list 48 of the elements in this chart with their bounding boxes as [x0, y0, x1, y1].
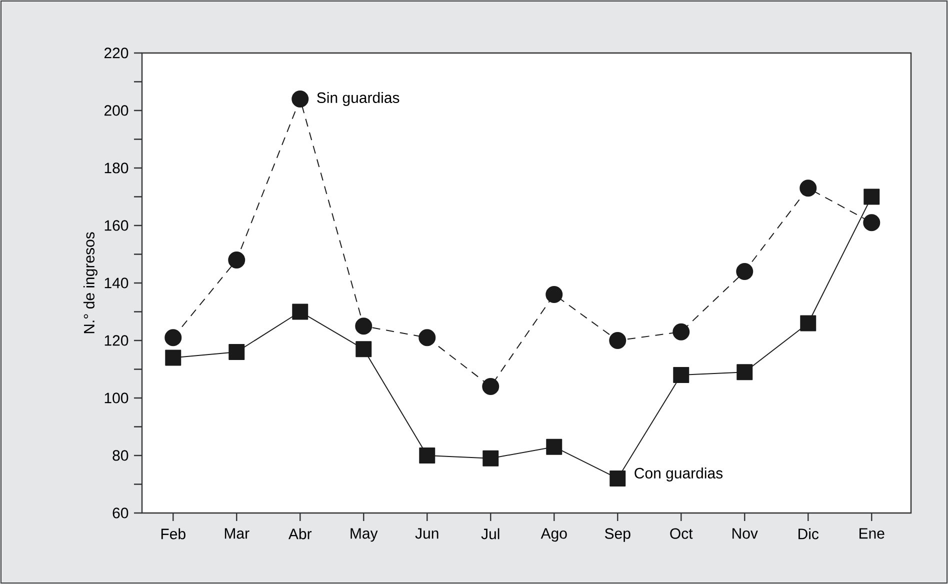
- point: [228, 344, 245, 360]
- x-tick-label: Oct: [670, 528, 693, 539]
- x-tick-label: Ago: [540, 528, 567, 542]
- y-axis-title: N.° de ingresos: [83, 232, 98, 334]
- point: [736, 364, 753, 380]
- point: [292, 90, 309, 108]
- point: [355, 318, 372, 335]
- x-tick-label: Mar: [224, 528, 250, 539]
- y-tick-label: 200: [104, 105, 128, 116]
- point: [164, 329, 182, 346]
- point: [482, 450, 499, 466]
- x-tick-label: May: [350, 528, 378, 542]
- series-label: Sin guardias: [317, 92, 400, 106]
- point: [292, 304, 308, 320]
- point: [672, 323, 690, 340]
- y-tick-label: 160: [104, 220, 128, 231]
- x-tick-label: Jul: [481, 528, 500, 540]
- point: [800, 315, 816, 332]
- point: [546, 438, 562, 455]
- x-tick-label: Sep: [604, 528, 630, 542]
- point: [610, 470, 626, 486]
- point: [228, 251, 246, 268]
- x-tick-label: Jun: [415, 528, 438, 539]
- point: [356, 341, 372, 358]
- point: [482, 378, 500, 395]
- x-tick-label: Abr: [288, 528, 312, 540]
- point: [419, 447, 436, 464]
- y-tick-label: 80: [112, 450, 128, 461]
- y-tick-label: 120: [104, 335, 128, 346]
- x-tick-label: Ene: [860, 528, 884, 539]
- point: [165, 350, 182, 366]
- point: [864, 188, 880, 205]
- x-tick-label: Nov: [732, 528, 758, 539]
- point: [418, 329, 436, 346]
- y-tick-label: 220: [104, 48, 128, 58]
- series-label: Con guardias: [634, 467, 723, 482]
- x-tick-label: Feb: [161, 528, 186, 540]
- point: [800, 180, 817, 197]
- y-tick-label: 140: [104, 278, 128, 288]
- point: [609, 332, 626, 349]
- point: [736, 262, 754, 280]
- y-tick-label: 100: [104, 392, 128, 404]
- point: [673, 366, 690, 383]
- x-tick-label: Dic: [798, 528, 819, 540]
- y-tick-label: 180: [104, 162, 128, 174]
- point: [863, 214, 880, 232]
- point: [546, 286, 563, 303]
- y-tick-label: 60: [112, 508, 128, 518]
